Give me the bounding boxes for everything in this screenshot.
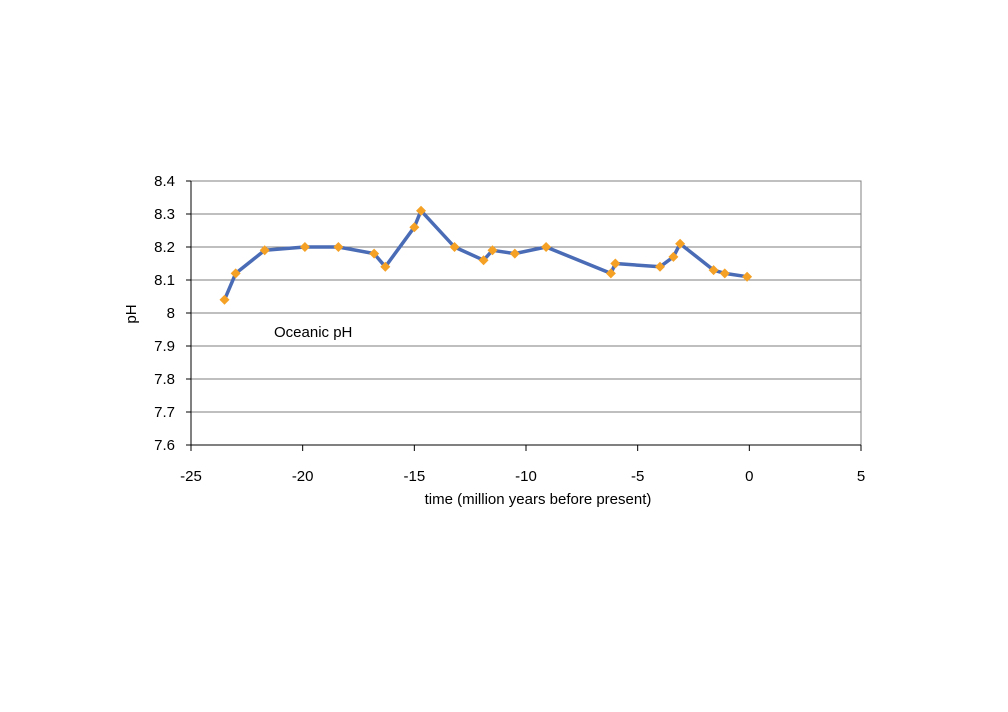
y-tick-label-6: 8.2 bbox=[154, 239, 175, 256]
data-point-17 bbox=[668, 251, 679, 262]
y-tick-label-2: 7.8 bbox=[154, 371, 175, 388]
y-tick-label-5: 8.1 bbox=[154, 272, 175, 289]
x-tick-label-3: -10 bbox=[515, 468, 537, 485]
data-point-2 bbox=[259, 245, 270, 256]
axes bbox=[186, 180, 862, 451]
data-point-18 bbox=[675, 238, 686, 249]
data-point-0 bbox=[219, 294, 230, 305]
y-tick-label-8: 8.4 bbox=[154, 173, 175, 190]
data-point-6 bbox=[380, 261, 391, 272]
data-point-1 bbox=[230, 268, 241, 279]
data-point-15 bbox=[610, 258, 621, 269]
oceanic-ph-annotation: Oceanic pH bbox=[274, 324, 352, 341]
x-tick-label-6: 5 bbox=[857, 468, 865, 485]
data-point-7 bbox=[409, 222, 420, 233]
x-tick-label-0: -25 bbox=[180, 468, 202, 485]
data-point-16 bbox=[655, 261, 665, 272]
data-point-13 bbox=[541, 242, 552, 252]
y-tick-label-0: 7.6 bbox=[154, 437, 175, 454]
data-point-21 bbox=[742, 271, 753, 282]
data-point-3 bbox=[299, 242, 310, 252]
data-point-9 bbox=[449, 242, 460, 252]
data-point-11 bbox=[487, 245, 498, 256]
tick-labels: 7.6 7.7 7.8 7.9 8 8.1 8.2 8.3 8.4 -25 -20 -15 -10 -5 0… bbox=[154, 173, 865, 485]
y-tick-label-7: 8.3 bbox=[154, 206, 175, 223]
x-tick-label-1: -20 bbox=[292, 468, 314, 485]
x-tick-label-5: 0 bbox=[745, 468, 753, 485]
data-point-19 bbox=[708, 265, 719, 276]
y-tick-label-1: 7.7 bbox=[154, 404, 175, 421]
data-point-8 bbox=[416, 205, 427, 216]
data-point-14 bbox=[605, 268, 616, 279]
y-tick-label-4: 8 bbox=[167, 305, 175, 322]
data-point-10 bbox=[478, 255, 489, 266]
y-axis-title: pH bbox=[123, 304, 140, 323]
series-line-0 bbox=[222, 208, 749, 302]
x-tick-label-4: -5 bbox=[631, 468, 644, 485]
data-point-4 bbox=[333, 242, 344, 252]
data-point-12 bbox=[509, 248, 520, 259]
series bbox=[219, 205, 753, 305]
x-axis-title: time (million years before present) bbox=[425, 491, 652, 508]
x-tick-label-2: -15 bbox=[403, 468, 425, 485]
data-point-5 bbox=[369, 248, 380, 259]
data-point-20 bbox=[719, 268, 730, 279]
y-tick-label-3: 7.9 bbox=[154, 338, 175, 355]
